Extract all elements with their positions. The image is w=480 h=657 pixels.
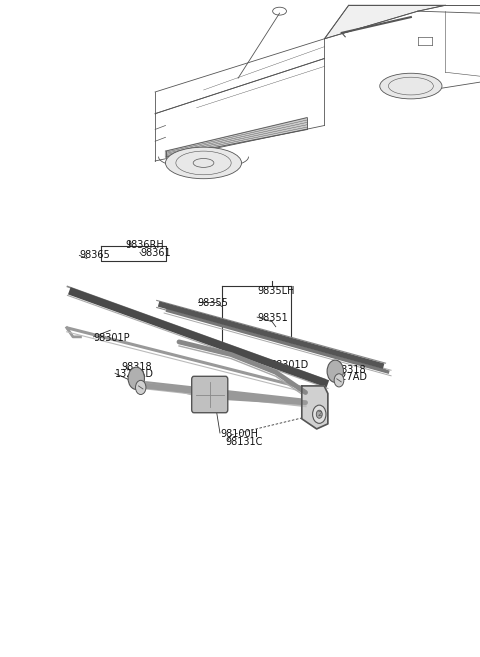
- Ellipse shape: [166, 147, 241, 179]
- Text: 98100H: 98100H: [220, 429, 258, 439]
- Text: 2: 2: [317, 411, 322, 417]
- Polygon shape: [324, 5, 445, 39]
- Text: 98131C: 98131C: [226, 437, 263, 447]
- Polygon shape: [302, 386, 328, 429]
- Text: 98365: 98365: [79, 250, 110, 260]
- Polygon shape: [166, 118, 307, 157]
- Circle shape: [128, 367, 144, 390]
- Text: 98355: 98355: [198, 298, 228, 308]
- Circle shape: [327, 360, 344, 382]
- Text: 98301P: 98301P: [94, 333, 130, 343]
- Circle shape: [334, 374, 344, 387]
- Text: 98318: 98318: [335, 365, 366, 375]
- Text: 98318: 98318: [121, 362, 152, 373]
- Text: 9836RH: 9836RH: [125, 240, 164, 250]
- Circle shape: [312, 405, 326, 423]
- Circle shape: [135, 380, 146, 394]
- Text: 98361: 98361: [140, 248, 170, 258]
- Circle shape: [316, 410, 322, 419]
- Text: 1327AD: 1327AD: [329, 372, 368, 382]
- Text: 98351: 98351: [257, 313, 288, 323]
- Ellipse shape: [380, 74, 442, 99]
- Text: 1327AD: 1327AD: [115, 369, 154, 379]
- Text: 98301D: 98301D: [270, 359, 309, 370]
- Text: 9835LH: 9835LH: [257, 286, 295, 296]
- FancyBboxPatch shape: [192, 376, 228, 413]
